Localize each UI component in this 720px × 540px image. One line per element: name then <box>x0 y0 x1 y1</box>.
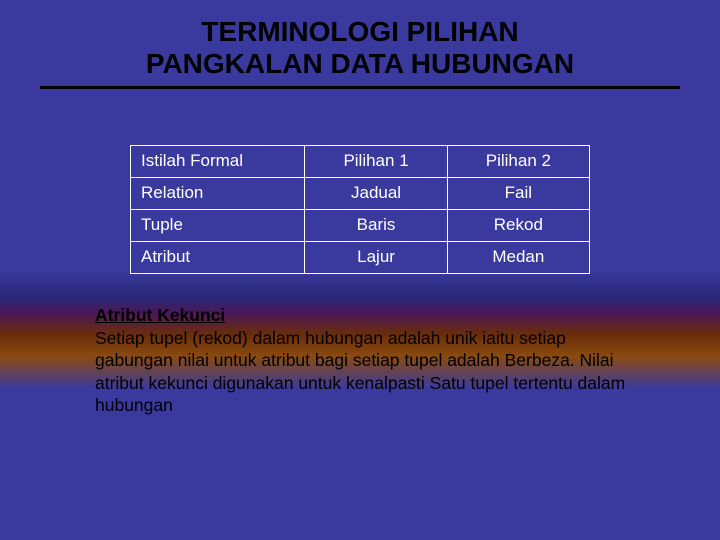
table-header-cell: Istilah Formal <box>131 146 305 178</box>
title-line-1: TERMINOLOGI PILIHAN <box>0 16 720 48</box>
table-header-cell: Pilihan 1 <box>305 146 447 178</box>
table-cell: Medan <box>447 242 589 274</box>
table-cell: Atribut <box>131 242 305 274</box>
table-row: Relation Jadual Fail <box>131 178 590 210</box>
title-underline <box>40 86 680 89</box>
table-row: Atribut Lajur Medan <box>131 242 590 274</box>
table-row: Tuple Baris Rekod <box>131 210 590 242</box>
paragraph-block: Atribut Kekunci Setiap tupel (rekod) dal… <box>95 304 630 416</box>
slide: TERMINOLOGI PILIHAN PANGKALAN DATA HUBUN… <box>0 0 720 540</box>
table-cell: Fail <box>447 178 589 210</box>
table-cell: Tuple <box>131 210 305 242</box>
title-block: TERMINOLOGI PILIHAN PANGKALAN DATA HUBUN… <box>0 0 720 89</box>
table-header-cell: Pilihan 2 <box>447 146 589 178</box>
table-cell: Baris <box>305 210 447 242</box>
table-cell: Jadual <box>305 178 447 210</box>
title-line-2: PANGKALAN DATA HUBUNGAN <box>0 48 720 80</box>
table-cell: Relation <box>131 178 305 210</box>
terminology-table-wrap: Istilah Formal Pilihan 1 Pilihan 2 Relat… <box>130 145 590 274</box>
paragraph-heading: Atribut Kekunci <box>95 305 225 325</box>
paragraph-body: Setiap tupel (rekod) dalam hubungan adal… <box>95 328 625 415</box>
table-header-row: Istilah Formal Pilihan 1 Pilihan 2 <box>131 146 590 178</box>
terminology-table: Istilah Formal Pilihan 1 Pilihan 2 Relat… <box>130 145 590 274</box>
table-cell: Rekod <box>447 210 589 242</box>
table-cell: Lajur <box>305 242 447 274</box>
